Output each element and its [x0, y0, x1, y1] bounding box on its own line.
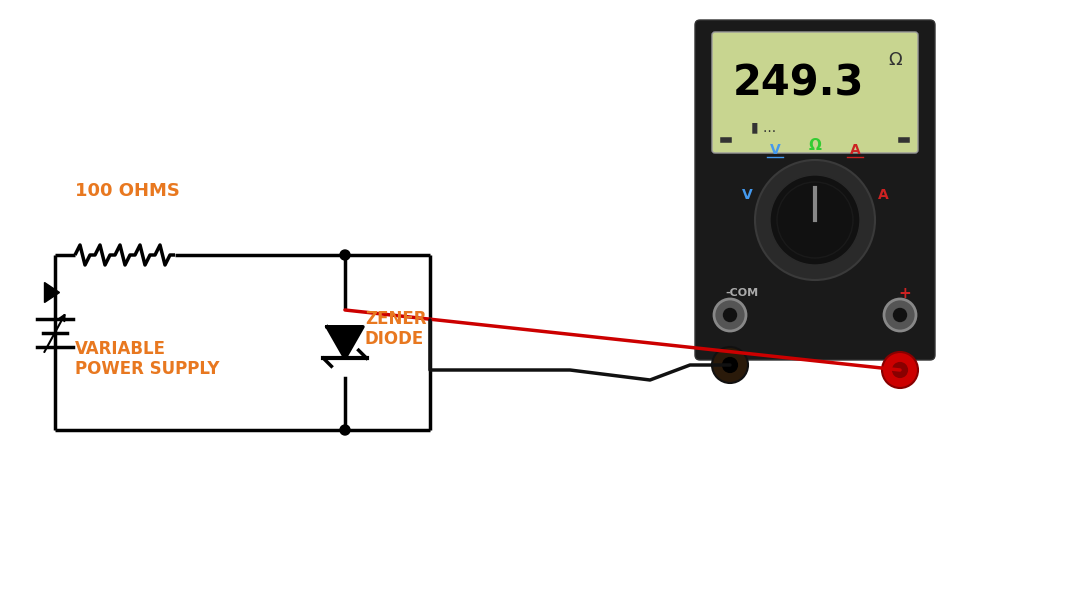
Circle shape — [777, 182, 853, 258]
Circle shape — [893, 308, 907, 322]
FancyBboxPatch shape — [695, 20, 935, 360]
Text: 100 OHMS: 100 OHMS — [75, 182, 180, 200]
Text: V: V — [770, 143, 780, 157]
Circle shape — [340, 425, 349, 435]
Circle shape — [712, 347, 748, 383]
Text: A: A — [850, 143, 861, 157]
Text: -COM: -COM — [725, 288, 758, 298]
Circle shape — [770, 175, 860, 265]
Text: POWER SUPPLY: POWER SUPPLY — [75, 360, 220, 378]
Text: VARIABLE: VARIABLE — [75, 340, 166, 358]
Text: Ω: Ω — [808, 137, 821, 152]
Text: Ω: Ω — [889, 51, 902, 69]
Text: A: A — [878, 188, 889, 202]
Circle shape — [892, 362, 908, 378]
Text: 249.3: 249.3 — [733, 62, 865, 104]
Circle shape — [882, 352, 918, 388]
Circle shape — [755, 160, 875, 280]
Text: DIODE: DIODE — [364, 330, 425, 348]
FancyBboxPatch shape — [712, 32, 918, 153]
Circle shape — [884, 299, 915, 331]
Text: V: V — [742, 188, 753, 202]
Text: ▮ ...: ▮ ... — [751, 120, 776, 134]
Text: +: + — [898, 286, 911, 301]
Circle shape — [721, 357, 739, 373]
Circle shape — [723, 308, 738, 322]
Text: ZENER: ZENER — [364, 310, 427, 328]
Circle shape — [340, 250, 349, 260]
Polygon shape — [327, 327, 363, 358]
Polygon shape — [45, 283, 60, 302]
Circle shape — [714, 299, 746, 331]
